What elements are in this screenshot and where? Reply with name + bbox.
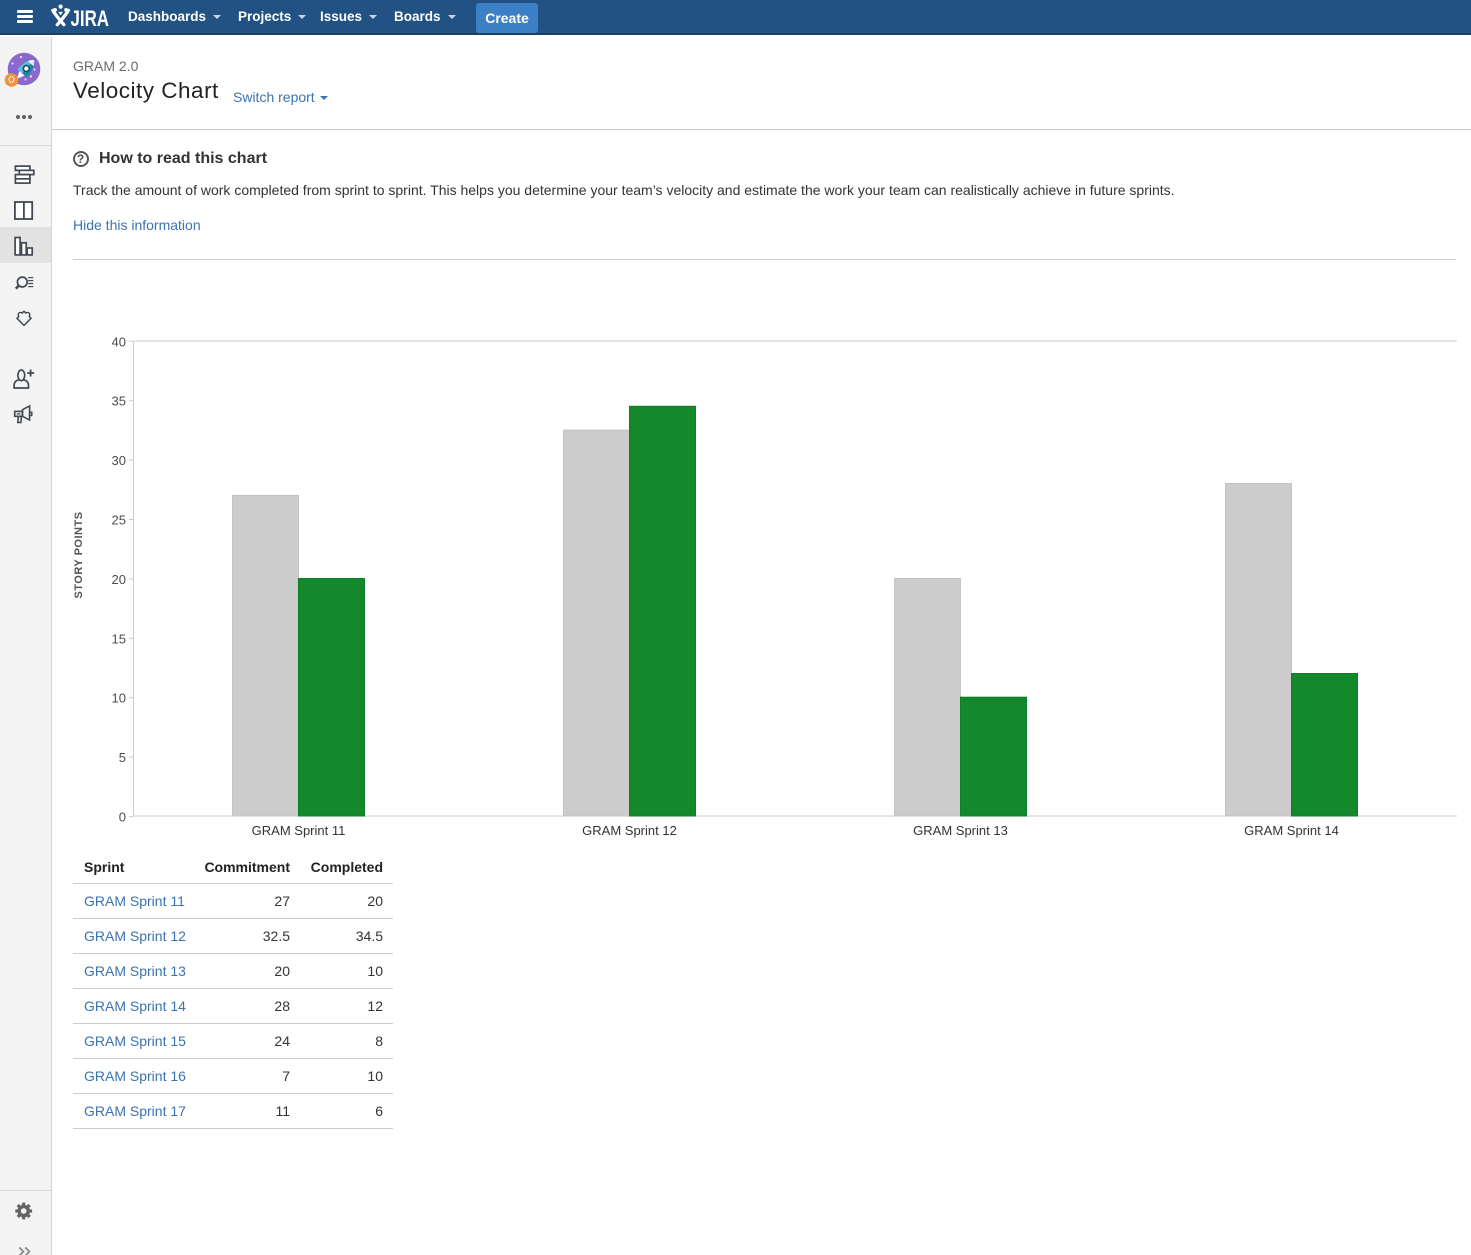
svg-text:10: 10 [112,691,126,706]
svg-text:〈〉: 〈〉 [4,75,19,85]
svg-text:0: 0 [119,810,126,825]
svg-text:GRAM Sprint 14: GRAM Sprint 14 [1244,823,1339,838]
svg-text:GRAM Sprint 12: GRAM Sprint 12 [582,823,677,838]
svg-text:STORY POINTS: STORY POINTS [73,511,85,598]
svg-text:25: 25 [112,513,126,528]
svg-text:GRAM Sprint 11: GRAM Sprint 11 [252,823,346,838]
svg-text:GRAM Sprint 13: GRAM Sprint 13 [913,823,1008,838]
svg-text:20: 20 [112,572,126,587]
svg-text:30: 30 [112,453,126,468]
svg-text:5: 5 [119,750,126,765]
svg-text:JIRA: JIRA [71,6,110,30]
svg-text:15: 15 [112,631,126,646]
svg-text:35: 35 [112,394,126,409]
svg-text:40: 40 [112,334,126,349]
